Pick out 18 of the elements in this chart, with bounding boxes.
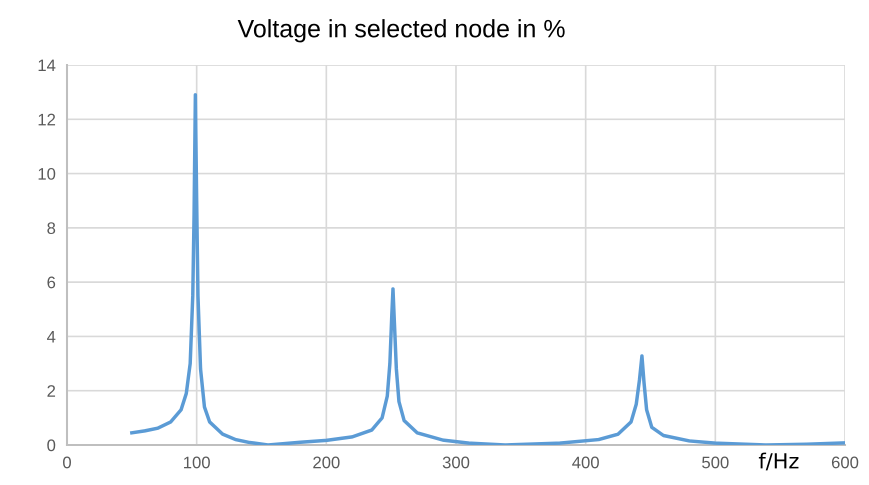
x-tick-label: 0 xyxy=(63,456,71,468)
y-tick-label: 4 xyxy=(47,331,56,342)
line-series xyxy=(130,93,845,445)
y-tick-label: 10 xyxy=(38,168,56,180)
y-tick-label: 14 xyxy=(38,60,56,72)
y-tick-label: 8 xyxy=(47,222,56,234)
x-tick-label: 500 xyxy=(702,456,729,468)
x-tick-label: 100 xyxy=(184,456,210,468)
x-tick-label: 200 xyxy=(313,456,340,468)
x-tick-label: 300 xyxy=(442,456,470,468)
y-tick-label: 6 xyxy=(47,276,56,288)
x-tick-label: 400 xyxy=(572,456,599,468)
y-tick-label: 0 xyxy=(47,439,56,452)
x-tick-label: 600 xyxy=(832,456,858,468)
y-tick-label: 2 xyxy=(47,385,56,397)
x-axis-title: f/Hz xyxy=(758,452,798,470)
chart-title: Voltage in selected node in % xyxy=(238,19,565,42)
y-tick-label: 12 xyxy=(38,114,56,126)
